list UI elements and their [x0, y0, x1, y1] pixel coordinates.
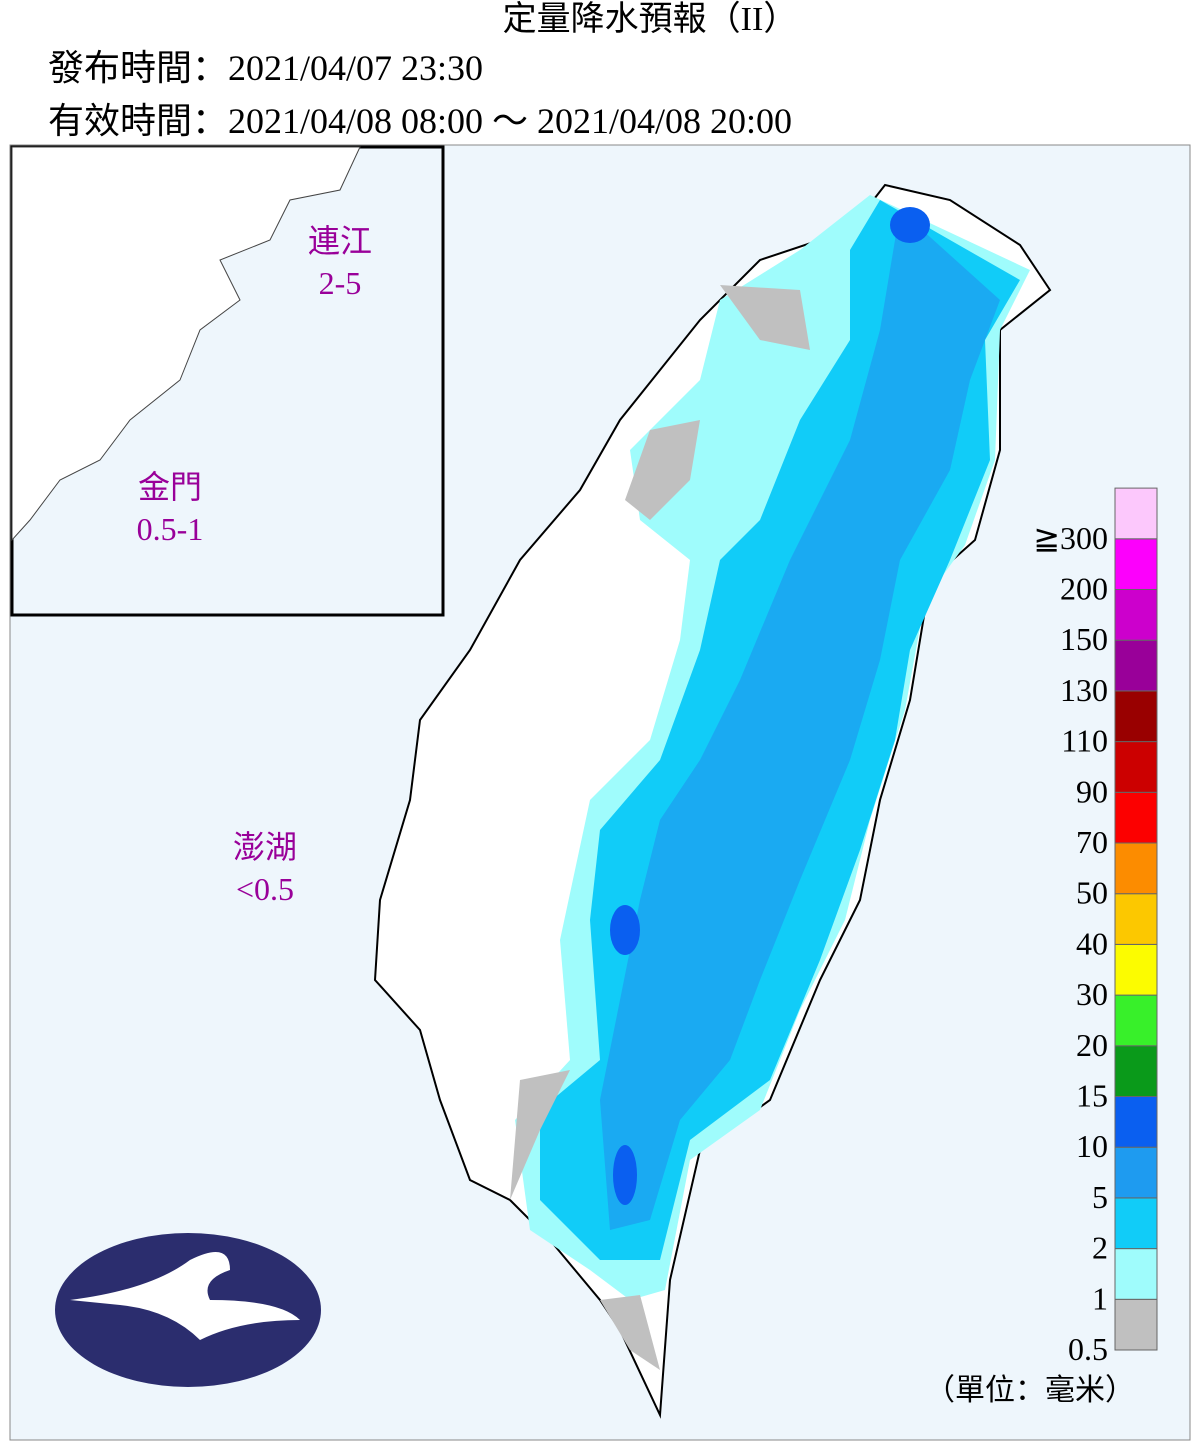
legend-unit: （單位：毫米） — [925, 1374, 1135, 1407]
legend-swatch — [1114, 943, 1158, 996]
legend-label: 70 — [1076, 824, 1108, 860]
legend-label: 5 — [1092, 1179, 1108, 1215]
legend-swatch — [1114, 690, 1158, 743]
legend-swatch — [1114, 1248, 1158, 1300]
legend-label: ≧300 — [1033, 520, 1108, 556]
logo-swirl — [70, 1252, 300, 1340]
legend-swatch — [1114, 1146, 1158, 1199]
legend-swatch — [1114, 791, 1158, 844]
legend-swatch — [1114, 994, 1158, 1047]
region-name: 澎湖 — [233, 829, 297, 865]
region-amount: 2-5 — [319, 265, 362, 301]
region-amount: 0.5-1 — [137, 511, 204, 547]
legend-label: 15 — [1076, 1078, 1108, 1114]
legend-label: 1 — [1092, 1280, 1108, 1316]
legend-swatch — [1114, 893, 1158, 945]
legend-swatch — [1114, 589, 1158, 641]
region-name: 連江 — [308, 223, 372, 259]
legend-label: 20 — [1076, 1027, 1108, 1063]
legend-label: 2 — [1092, 1230, 1108, 1266]
legend-label: 10 — [1076, 1128, 1108, 1164]
legend-swatch — [1114, 1298, 1158, 1351]
title: 定量降水預報（II） — [503, 0, 798, 38]
legend-label: 40 — [1076, 925, 1108, 961]
legend-swatch — [1114, 639, 1158, 692]
legend: 0.5 1 2 5 10 15 20 30 40 50 70 90 110 130 150 200 ≧300 — [1033, 487, 1158, 1367]
region-name: 金門 — [138, 469, 202, 505]
taiwan — [373, 183, 1052, 1419]
legend-label: 200 — [1060, 571, 1108, 607]
legend-label: 30 — [1076, 976, 1108, 1012]
legend-label: 150 — [1060, 621, 1108, 657]
legend-label: 90 — [1076, 773, 1108, 809]
legend-label: 0.5 — [1068, 1331, 1108, 1367]
region-labels: 連江 2-5 金門 0.5-1 澎湖 <0.5 — [137, 223, 372, 907]
legend-swatch — [1114, 1045, 1158, 1098]
legend-swatch — [1114, 487, 1158, 540]
legend-swatch — [1114, 741, 1158, 793]
legend-swatch — [1114, 538, 1158, 590]
legend-label: 130 — [1060, 672, 1108, 708]
legend-swatch — [1114, 1096, 1158, 1148]
legend-swatch — [1114, 1197, 1158, 1250]
china-coast — [11, 146, 361, 542]
legend-swatch — [1114, 842, 1158, 895]
region-amount: <0.5 — [236, 871, 294, 907]
legend-label: 50 — [1076, 875, 1108, 911]
legend-label: 110 — [1061, 723, 1108, 759]
issued-time: 發布時間：2021/04/07 23:30 — [48, 48, 483, 88]
valid-time: 有效時間：2021/04/08 08:00 ～ 2021/04/08 20:00 — [48, 101, 792, 141]
